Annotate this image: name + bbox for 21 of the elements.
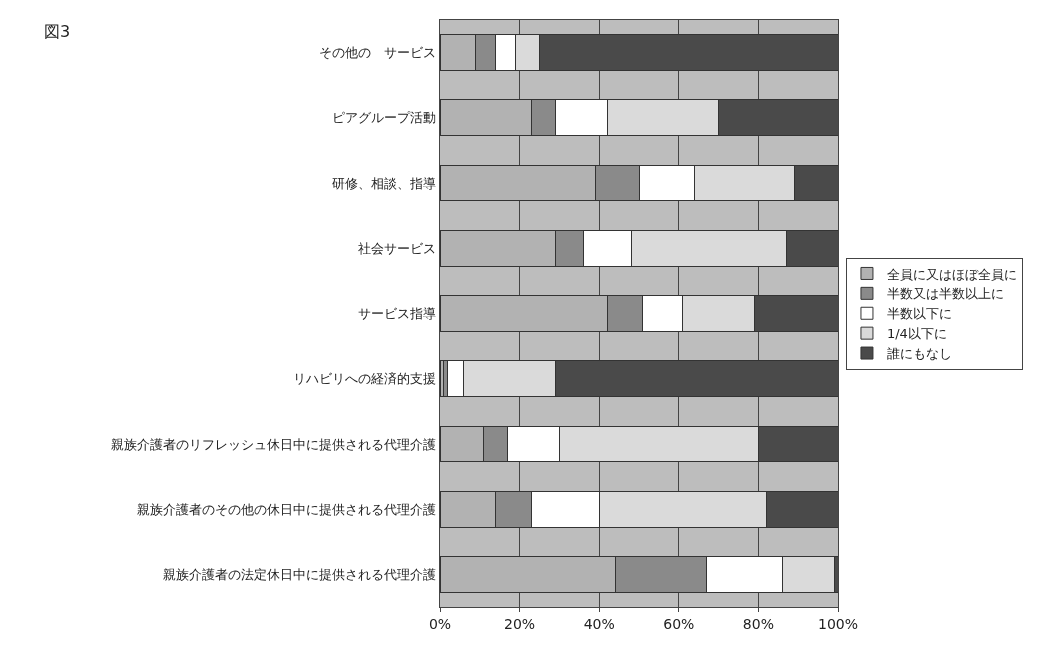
- legend-label: 1/4以下に: [886, 326, 947, 342]
- x-tick-label: 60%: [663, 615, 695, 632]
- x-tick-label: 20%: [504, 615, 536, 632]
- legend-label: 誰にもなし: [886, 346, 952, 362]
- legend-label: 全員に又はほぼ全員に: [886, 266, 1017, 282]
- y-tick-label: 社会サービス: [358, 240, 437, 256]
- y-tick-label: リハビリへの経済的支援: [293, 371, 437, 387]
- x-tick-label: 40%: [583, 615, 615, 632]
- y-tick-label: サービス指導: [358, 306, 437, 322]
- y-tick-label: 親族介護者のリフレッシュ休日中に提供される代理介護: [111, 436, 437, 452]
- y-tick-label: 研修、相談、指導: [332, 175, 437, 191]
- x-tick-label: 0%: [428, 615, 452, 632]
- legend-label: 半数又は半数以上に: [886, 286, 1004, 302]
- y-tick-label: その他の サービス: [319, 45, 437, 61]
- text: 図3: [44, 22, 71, 41]
- y-tick-label: 親族介護者の法定休日中に提供される代理介護: [163, 566, 437, 582]
- x-tick-label: 80%: [742, 615, 774, 632]
- y-tick-label: 親族介護者のその他の休日中に提供される代理介護: [137, 501, 437, 517]
- legend-label: 半数以下に: [886, 306, 952, 322]
- y-tick-label: ピアグループ活動: [332, 110, 437, 126]
- x-tick-label: 100%: [817, 615, 859, 632]
